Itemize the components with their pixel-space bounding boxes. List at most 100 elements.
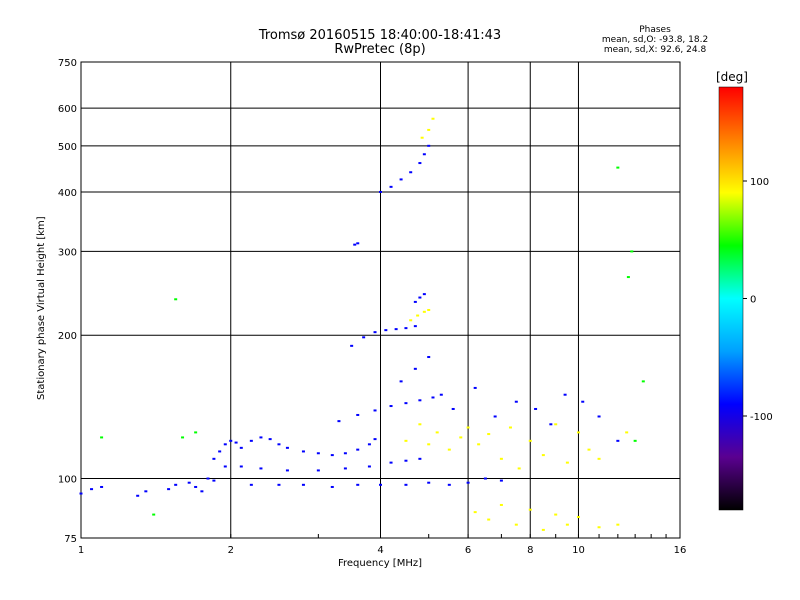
data-point: [409, 171, 413, 174]
data-point: [285, 469, 289, 472]
y-tick-label: 750: [58, 58, 77, 69]
data-point: [427, 481, 431, 484]
stats-line-x: mean, sd,X: 92.6, 24.8: [603, 45, 707, 55]
data-point: [581, 400, 585, 403]
data-point: [399, 380, 403, 383]
data-point: [447, 448, 451, 451]
data-point: [427, 144, 431, 147]
data-point: [399, 178, 403, 181]
data-point: [418, 423, 422, 426]
y-tick-label: 400: [58, 188, 77, 199]
data-point: [630, 250, 634, 253]
data-point: [404, 439, 408, 442]
data-point: [277, 443, 281, 446]
y-tick-label: 75: [64, 534, 77, 545]
data-point: [277, 483, 281, 486]
y-tick-label: 100: [58, 475, 77, 486]
data-point: [301, 483, 305, 486]
data-point: [418, 296, 422, 299]
data-point: [565, 523, 569, 526]
data-point: [167, 488, 171, 491]
data-point: [362, 336, 366, 339]
data-point: [144, 490, 148, 493]
data-point: [330, 454, 334, 457]
data-point: [487, 433, 491, 436]
data-point: [499, 457, 503, 460]
data-point: [350, 344, 354, 347]
data-point: [517, 467, 521, 470]
x-axis-label: Frequency [MHz]: [337, 558, 423, 569]
data-point: [625, 431, 629, 434]
data-point: [404, 459, 408, 462]
data-point: [597, 526, 601, 529]
data-point: [508, 426, 512, 429]
data-point: [249, 439, 253, 442]
data-point: [200, 490, 204, 493]
data-point: [477, 443, 481, 446]
data-point: [223, 443, 227, 446]
data-point: [563, 393, 567, 396]
data-point: [447, 483, 451, 486]
data-point: [373, 438, 377, 441]
data-point: [194, 431, 198, 434]
data-point: [218, 450, 222, 453]
y-tick-label: 300: [58, 247, 77, 258]
data-point: [422, 153, 426, 156]
data-point: [367, 443, 371, 446]
data-point: [587, 448, 591, 451]
x-tick-label: 8: [527, 545, 533, 556]
data-point: [528, 439, 532, 442]
data-point: [367, 465, 371, 468]
data-point: [194, 485, 198, 488]
x-tick-label: 4: [377, 545, 383, 556]
data-point: [483, 477, 487, 480]
data-point: [616, 523, 620, 526]
chart-title: Tromsø 20160515 18:40:00-18:41:43: [258, 28, 502, 43]
data-point: [466, 481, 470, 484]
data-point: [597, 415, 601, 418]
data-point: [409, 319, 413, 322]
stats-line-o: mean, sd,O: -93.8, 18.2: [601, 35, 709, 45]
data-point: [473, 511, 477, 514]
data-point: [431, 396, 435, 399]
x-tick-label: 16: [674, 545, 687, 556]
data-point: [301, 450, 305, 453]
data-point: [422, 310, 426, 313]
data-point: [466, 426, 470, 429]
data-point: [597, 457, 601, 460]
data-point: [459, 436, 463, 439]
data-point: [451, 407, 455, 410]
data-point: [100, 436, 104, 439]
data-point: [404, 483, 408, 486]
data-point: [418, 162, 422, 165]
data-point: [259, 467, 263, 470]
data-point: [528, 508, 532, 511]
data-point: [384, 329, 388, 332]
data-point: [422, 293, 426, 296]
data-point: [641, 380, 645, 383]
data-point: [576, 516, 580, 519]
data-point: [316, 469, 320, 472]
data-point: [174, 483, 178, 486]
data-point: [136, 494, 140, 497]
data-point: [389, 461, 393, 464]
data-point: [616, 166, 620, 169]
data-point: [499, 503, 503, 506]
data-point: [174, 298, 178, 301]
data-point: [356, 413, 360, 416]
colorbar-unit-label: [deg]: [716, 70, 748, 84]
data-point: [576, 431, 580, 434]
data-point: [373, 331, 377, 334]
colorbar-tick-label: 0: [750, 295, 756, 306]
data-point: [79, 492, 83, 495]
stats-heading: Phases: [639, 25, 671, 35]
data-point: [90, 488, 94, 491]
data-point: [259, 436, 263, 439]
data-point: [100, 485, 104, 488]
data-point: [439, 393, 443, 396]
data-point: [427, 443, 431, 446]
y-tick-label: 200: [58, 331, 77, 342]
data-point: [389, 405, 393, 408]
data-point: [420, 136, 424, 139]
